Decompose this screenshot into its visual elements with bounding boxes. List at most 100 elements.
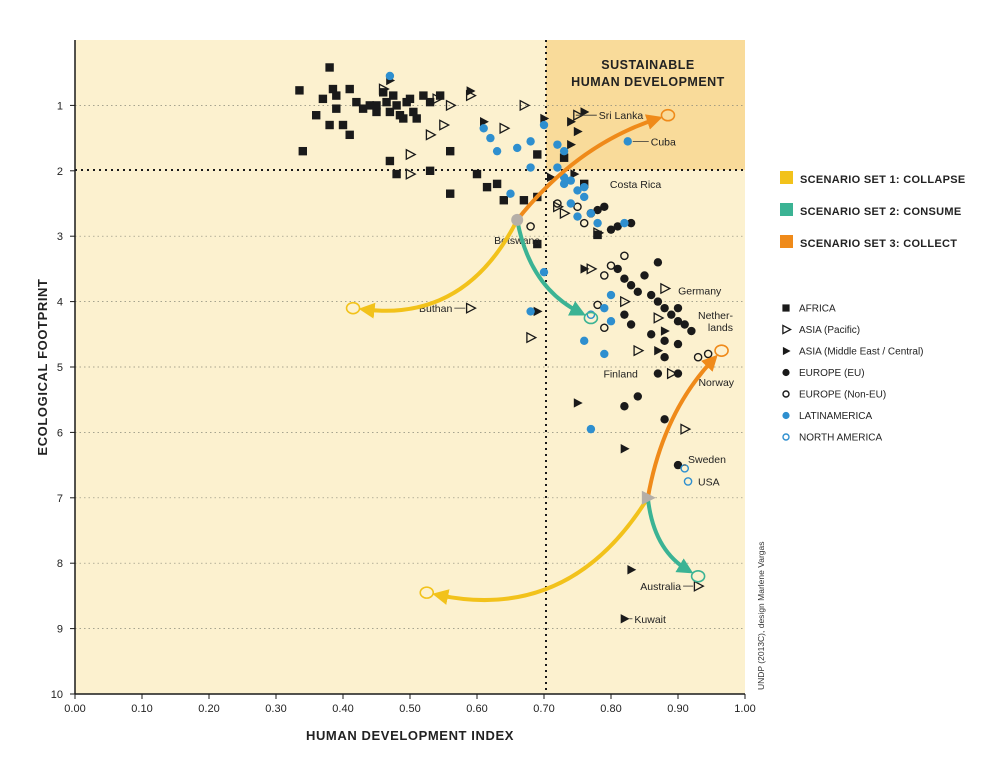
sustainable-label-line1: SUSTAINABLE <box>601 58 694 72</box>
data-point-asia-me <box>620 444 630 454</box>
data-point-asia-pacific <box>633 344 645 357</box>
data-point-africa <box>389 91 398 100</box>
y-tick-label: 7 <box>57 493 63 505</box>
data-point-africa <box>559 153 569 162</box>
data-point-asia-pacific <box>526 331 538 344</box>
sustainable-label-line2: HUMAN DEVELOPMENT <box>571 75 725 89</box>
data-point-africa <box>372 107 381 117</box>
data-point-latin <box>479 124 488 133</box>
annotation-label: Sri Lanka <box>599 110 644 122</box>
scenario-arrow-collapse <box>358 217 520 319</box>
data-point-latin <box>606 290 616 300</box>
data-point-asia-me <box>466 86 476 96</box>
data-point-latin <box>586 424 596 434</box>
sustainable-zone <box>546 40 745 170</box>
scenario-target-collect <box>660 108 676 122</box>
data-point-asia-pacific <box>465 302 477 314</box>
y-tick-label: 1 <box>57 100 63 112</box>
region-legend-marker <box>782 324 792 335</box>
region-legend-label: AFRICA <box>799 304 836 315</box>
data-point-asia-pacific <box>559 207 571 220</box>
data-point-latin <box>600 349 609 359</box>
scenario-legend-swatch <box>780 203 793 216</box>
data-point-asia-pacific <box>680 423 692 435</box>
data-point-latin <box>623 137 632 146</box>
region-legend-marker <box>782 390 790 398</box>
y-tick-label: 9 <box>57 624 63 636</box>
data-point-europe-eu <box>660 303 669 313</box>
data-point-africa <box>446 189 455 198</box>
data-point-asia-pacific <box>499 122 511 135</box>
data-point-latin <box>593 218 602 228</box>
annotation-label: Sweden <box>688 454 726 466</box>
data-point-africa <box>345 84 354 94</box>
y-tick-label: 3 <box>57 231 63 243</box>
data-point-latin <box>559 146 569 156</box>
annotation-label: Australia <box>640 581 681 593</box>
data-point-europe-noneu <box>593 300 602 310</box>
data-point-africa <box>425 97 435 107</box>
data-point-africa <box>318 94 328 104</box>
scenario-legend: SCENARIO SET 1: COLLAPSE SCENARIO SET 2: … <box>780 171 965 250</box>
data-point-asia-me <box>573 126 583 137</box>
data-point-europe-eu <box>600 202 609 211</box>
data-point-europe-eu <box>620 274 629 283</box>
data-point-latin <box>526 307 535 316</box>
data-point-africa <box>425 166 435 175</box>
data-point-latin <box>566 176 575 185</box>
data-point-africa <box>499 196 508 205</box>
data-point-latin <box>600 303 609 313</box>
x-tick-label: 0.40 <box>332 703 353 715</box>
data-point-latin <box>539 120 549 130</box>
data-point-europe-eu <box>633 392 642 401</box>
data-point-latin <box>566 199 575 208</box>
data-point-asia-me <box>570 169 580 179</box>
data-point-latin <box>539 267 549 277</box>
data-point-asia-pacific <box>693 580 705 592</box>
data-point-africa <box>392 101 401 110</box>
x-tick-label: 0.30 <box>265 703 286 715</box>
region-legend-marker <box>782 304 790 312</box>
scenario-arrow-consume <box>515 217 586 316</box>
data-point-asia-pacific <box>593 227 605 239</box>
data-point-asia-me <box>480 117 489 127</box>
data-point-europe-eu <box>613 222 622 231</box>
annotation-label: Finland <box>603 369 638 381</box>
data-point-asia-pacific <box>666 367 678 380</box>
x-tick-label: 0.00 <box>64 703 85 715</box>
data-point-europe-eu <box>680 320 689 329</box>
scenario-target-collapse <box>345 301 361 315</box>
x-tick-label: 0.60 <box>466 703 487 715</box>
y-axis-label: ECOLOGICAL FOOTPRINT <box>35 278 50 455</box>
data-point-europe-eu <box>653 258 663 267</box>
data-point-europe-eu <box>660 352 669 362</box>
annotation-label: Germany <box>678 286 722 298</box>
data-point-europe-eu <box>606 225 616 234</box>
data-point-asia-me <box>533 306 543 317</box>
data-point-europe-eu <box>660 336 669 346</box>
scenario-arrows <box>345 108 729 605</box>
data-point-europe-eu <box>687 326 696 336</box>
x-tick-label: 0.20 <box>198 703 219 715</box>
data-point-asia-pacific <box>445 99 457 112</box>
gridlines <box>75 105 745 629</box>
x-tick-label: 0.90 <box>667 703 688 715</box>
y-tick-label: 2 <box>57 166 63 178</box>
data-point-asia-pacific <box>553 200 564 213</box>
annotation-label: Norway <box>698 377 734 389</box>
data-point-europe-noneu <box>553 199 562 208</box>
data-point-europe-noneu <box>600 323 609 333</box>
scenario-legend-swatch <box>780 235 793 248</box>
data-point-latin <box>580 182 589 192</box>
data-point-asia-me <box>580 264 590 274</box>
data-point-africa <box>312 111 321 120</box>
scenario-target-collect <box>714 344 729 357</box>
data-point-africa <box>332 104 341 113</box>
data-points <box>295 63 713 624</box>
data-point-asia-pacific <box>660 282 672 295</box>
data-point-europe-eu <box>593 205 602 215</box>
scenario-target-consume <box>690 569 706 583</box>
data-point-latin <box>586 209 596 218</box>
data-point-africa <box>358 104 368 113</box>
